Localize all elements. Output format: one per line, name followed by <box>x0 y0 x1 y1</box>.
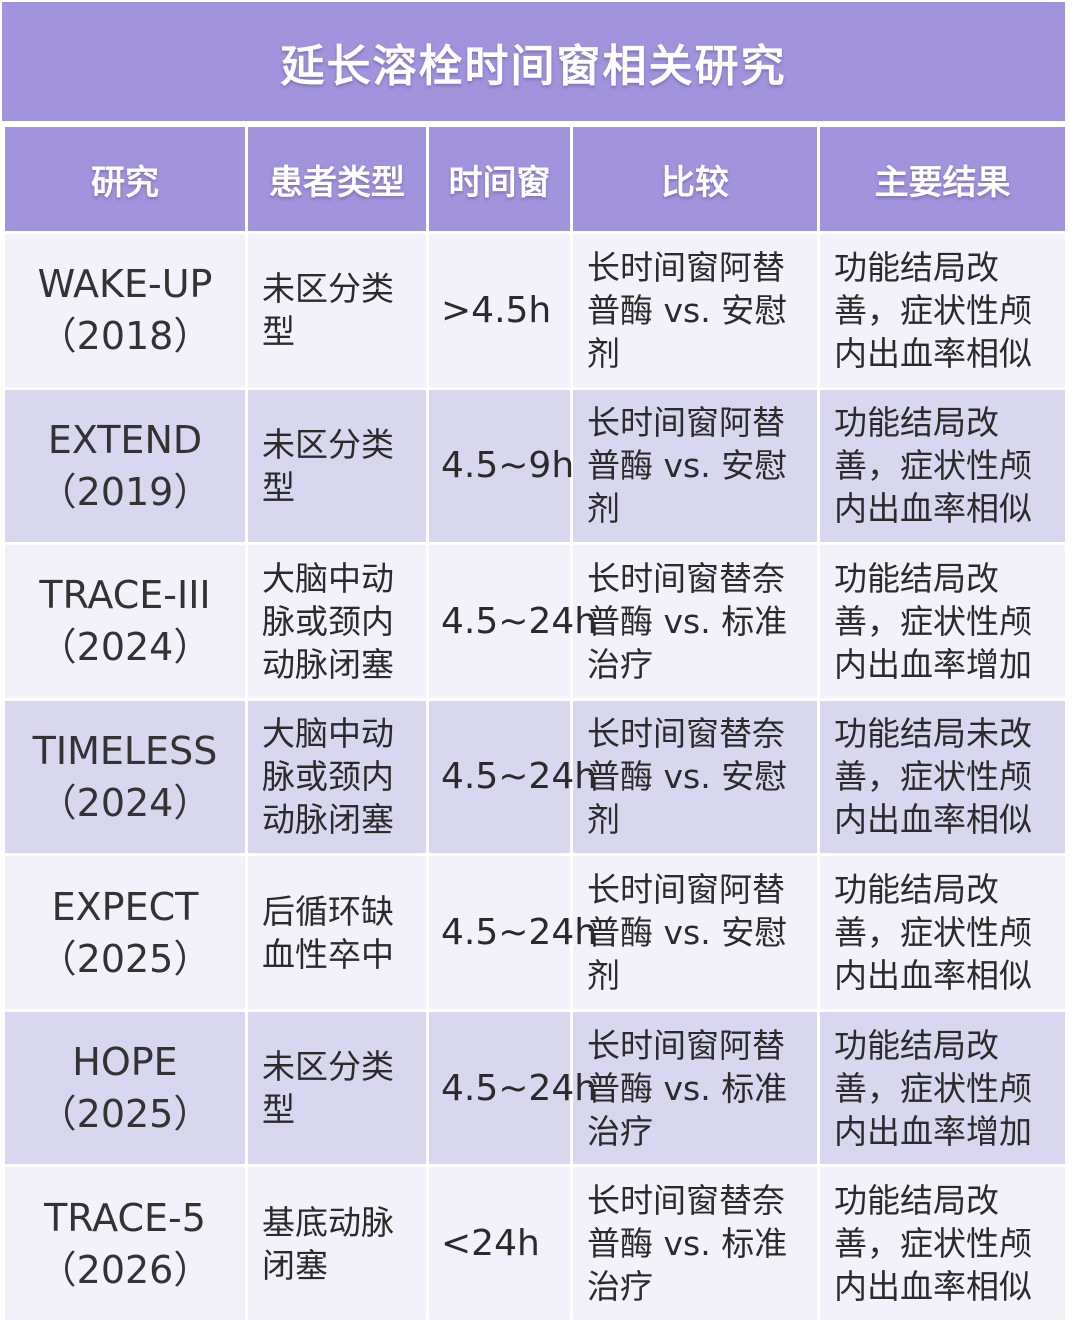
patient-cell: 基底动脉闭塞 <box>245 1164 429 1323</box>
header-time-window: 时间窗 <box>426 124 573 234</box>
table-row: TRACE-III （2024） 大脑中动脉或颈内动脉闭塞 4.5~24h 长时间… <box>2 542 1068 701</box>
patient-cell: 后循环缺血性卒中 <box>245 853 429 1012</box>
patient-cell: 大脑中动脉或颈内动脉闭塞 <box>245 542 429 701</box>
header-comparison: 比较 <box>570 124 820 234</box>
study-year: （2026） <box>38 1247 212 1292</box>
patient-cell: 未区分类型 <box>245 231 429 390</box>
study-name: EXPECT <box>51 884 199 929</box>
table-row: TIMELESS （2024） 大脑中动脉或颈内动脉闭塞 4.5~24h 长时间窗… <box>2 697 1068 857</box>
result-cell: 功能结局改善，症状性颅内出血率相似 <box>817 386 1068 546</box>
comparison-cell: 长时间窗替奈普酶 vs. 标准治疗 <box>570 542 820 701</box>
result-cell: 功能结局改善，症状性颅内出血率相似 <box>817 853 1068 1012</box>
comparison-cell: 长时间窗阿替普酶 vs. 安慰剂 <box>570 386 820 546</box>
study-cell: HOPE （2025） <box>2 1008 248 1168</box>
study-cell: EXPECT （2025） <box>2 853 248 1012</box>
comparison-cell: 长时间窗阿替普酶 vs. 安慰剂 <box>570 231 820 390</box>
table-row: WAKE-UP （2018） 未区分类型 >4.5h 长时间窗阿替普酶 vs. 安… <box>2 231 1068 390</box>
header-row: 研究 患者类型 时间窗 比较 主要结果 <box>2 124 1068 234</box>
table-row: EXTEND （2019） 未区分类型 4.5~9h 长时间窗阿替普酶 vs. 安… <box>2 386 1068 546</box>
study-year: （2019） <box>38 469 212 514</box>
table-title: 延长溶栓时间窗相关研究 <box>2 2 1065 124</box>
window-cell: 4.5~9h <box>426 386 574 546</box>
study-name: WAKE-UP <box>37 262 213 307</box>
header-main-result: 主要结果 <box>817 124 1068 234</box>
table-row: EXPECT （2025） 后循环缺血性卒中 4.5~24h 长时间窗阿替普酶 v… <box>2 853 1068 1012</box>
window-cell: 4.5~24h <box>426 853 597 1012</box>
study-year: （2018） <box>38 314 212 359</box>
comparison-cell: 长时间窗阿替普酶 vs. 标准治疗 <box>570 1008 820 1168</box>
study-year: （2024） <box>38 625 212 670</box>
result-cell: 功能结局改善，症状性颅内出血率增加 <box>817 542 1068 701</box>
study-year: （2025） <box>38 936 212 981</box>
study-name: TRACE-III <box>39 573 211 618</box>
table-row: TRACE-5 （2026） 基底动脉闭塞 <24h 长时间窗替奈普酶 vs. 标… <box>2 1164 1068 1323</box>
result-cell: 功能结局未改善，症状性颅内出血率相似 <box>817 697 1068 857</box>
study-cell: TRACE-5 （2026） <box>2 1164 248 1323</box>
study-name: HOPE <box>72 1040 178 1085</box>
header-study: 研究 <box>2 124 248 234</box>
comparison-cell: 长时间窗阿替普酶 vs. 安慰剂 <box>570 853 820 1012</box>
patient-cell: 大脑中动脉或颈内动脉闭塞 <box>245 697 429 857</box>
table-row: HOPE （2025） 未区分类型 4.5~24h 长时间窗阿替普酶 vs. 标准… <box>2 1008 1068 1168</box>
study-cell: TIMELESS （2024） <box>2 697 248 857</box>
study-cell: WAKE-UP （2018） <box>2 231 248 390</box>
study-name: EXTEND <box>47 417 203 462</box>
result-cell: 功能结局改善，症状性颅内出血率相似 <box>817 231 1068 390</box>
study-name: TRACE-5 <box>44 1195 206 1240</box>
study-year: （2024） <box>38 780 212 825</box>
comparison-cell: 长时间窗替奈普酶 vs. 标准治疗 <box>570 1164 820 1323</box>
patient-cell: 未区分类型 <box>245 1008 429 1168</box>
comparison-cell: 长时间窗替奈普酶 vs. 安慰剂 <box>570 697 820 857</box>
window-cell: 4.5~24h <box>426 1008 597 1168</box>
study-cell: EXTEND （2019） <box>2 386 248 546</box>
result-cell: 功能结局改善，症状性颅内出血率增加 <box>817 1008 1068 1168</box>
window-cell: 4.5~24h <box>426 697 597 857</box>
result-cell: 功能结局改善，症状性颅内出血率相似 <box>817 1164 1068 1323</box>
studies-table: 研究 患者类型 时间窗 比较 主要结果 WAKE-UP （2018） 未区分类型 … <box>2 124 1068 1323</box>
header-patient-type: 患者类型 <box>245 124 429 234</box>
study-name: TIMELESS <box>32 728 218 773</box>
study-year: （2025） <box>38 1092 212 1137</box>
window-cell: >4.5h <box>426 231 573 390</box>
study-cell: TRACE-III （2024） <box>2 542 248 701</box>
window-cell: <24h <box>426 1164 573 1323</box>
patient-cell: 未区分类型 <box>245 386 429 546</box>
window-cell: 4.5~24h <box>426 542 597 701</box>
